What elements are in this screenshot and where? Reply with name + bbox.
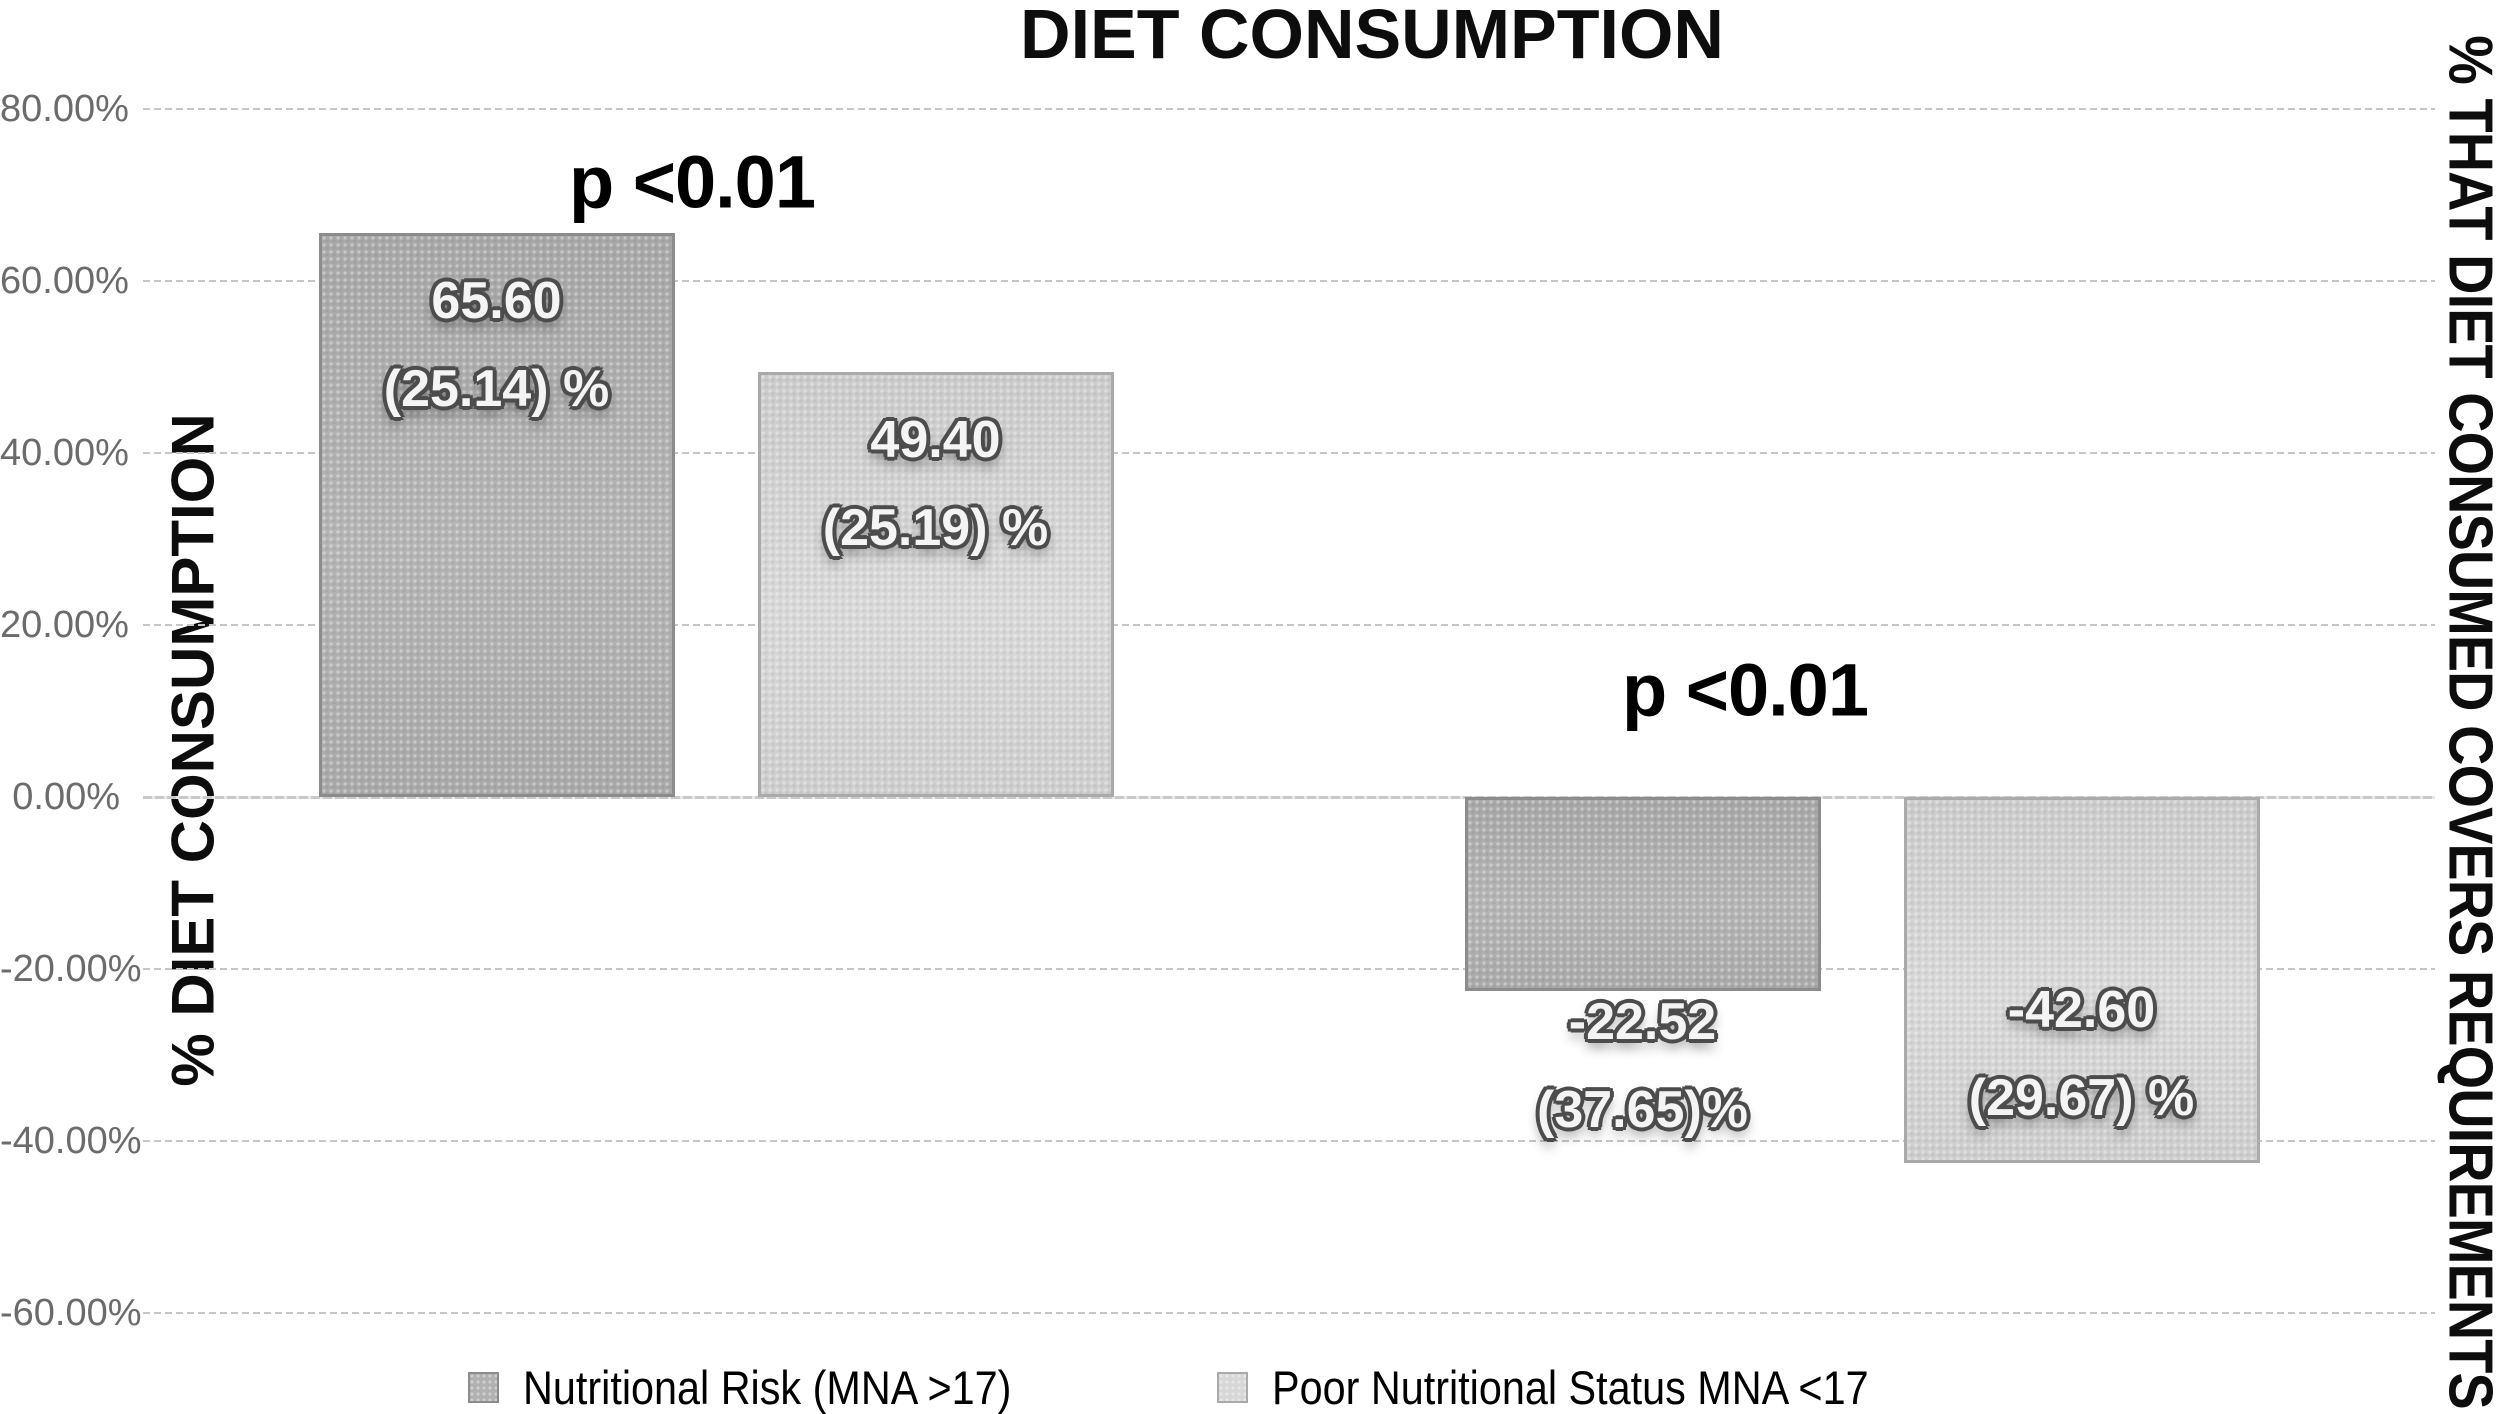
gridline xyxy=(143,624,2435,626)
gridline xyxy=(143,452,2435,454)
legend-swatch-dark-icon xyxy=(468,1371,499,1403)
y-axis-label-right: % THAT DIET CONSUMED COVERS REQUIREMENTS xyxy=(2435,35,2505,1409)
bar xyxy=(1464,797,1821,991)
gridline xyxy=(143,280,2435,282)
bar-value-label: 65.60 (25.14) % xyxy=(274,257,720,433)
bar-value-label: 49.40 (25.19) % xyxy=(713,396,1159,572)
bar-value-line: (25.14) % xyxy=(383,359,610,418)
gridline xyxy=(143,968,2435,970)
legend-swatch-light-icon xyxy=(1217,1371,1248,1403)
y-tick-label: 20.00% xyxy=(0,604,129,646)
y-axis-label-left: % DIET CONSUMPTION xyxy=(159,413,227,1087)
y-tick-label: 80.00% xyxy=(0,88,129,130)
bar xyxy=(757,372,1114,797)
legend-label-nutritional-risk: Nutritional Risk (MNA >17) xyxy=(523,1360,1012,1414)
bar-value-line: (29.67) % xyxy=(1968,1069,2195,1128)
gridline xyxy=(143,108,2435,110)
bar-value-line: 65.60 xyxy=(431,271,562,330)
legend-item-poor-nutritional-status: Poor Nutritional Status MNA <17 xyxy=(1217,1358,1950,1414)
legend-item-nutritional-risk: Nutritional Risk (MNA >17) xyxy=(468,1358,1078,1414)
y-tick-label: -40.00% xyxy=(0,1120,142,1162)
gridline xyxy=(143,1140,2435,1142)
bar-value-line: 49.40 xyxy=(870,411,1001,470)
y-tick-label: -60.00% xyxy=(0,1292,142,1334)
bar-value-line: -42.60 xyxy=(2007,981,2156,1040)
zero-gridline xyxy=(143,795,2435,799)
y-tick-label: 60.00% xyxy=(0,260,129,302)
bar-value-label: -42.60 (29.67) % xyxy=(1859,966,2305,1142)
y-tick-label: 40.00% xyxy=(0,432,129,474)
gridline xyxy=(143,1312,2435,1314)
bar-value-line: (37.65)% xyxy=(1537,1080,1748,1139)
bar-value-line: (25.19) % xyxy=(822,499,1049,558)
bar-value-line: -22.52 xyxy=(1568,992,1717,1051)
significance-annotation-group1: p <0.01 xyxy=(568,140,816,224)
y-tick-label: 0.00% xyxy=(12,776,120,818)
y-tick-label: -20.00% xyxy=(0,948,142,990)
bar xyxy=(318,232,675,797)
chart-title: DIET CONSUMPTION xyxy=(1020,0,1724,73)
legend-label-poor-nutritional-status: Poor Nutritional Status MNA <17 xyxy=(1272,1360,1869,1414)
bar-value-label: -22.52 (37.65)% xyxy=(1420,978,1866,1154)
significance-annotation-group2: p <0.01 xyxy=(1621,648,1869,732)
bar xyxy=(1903,797,2260,1164)
